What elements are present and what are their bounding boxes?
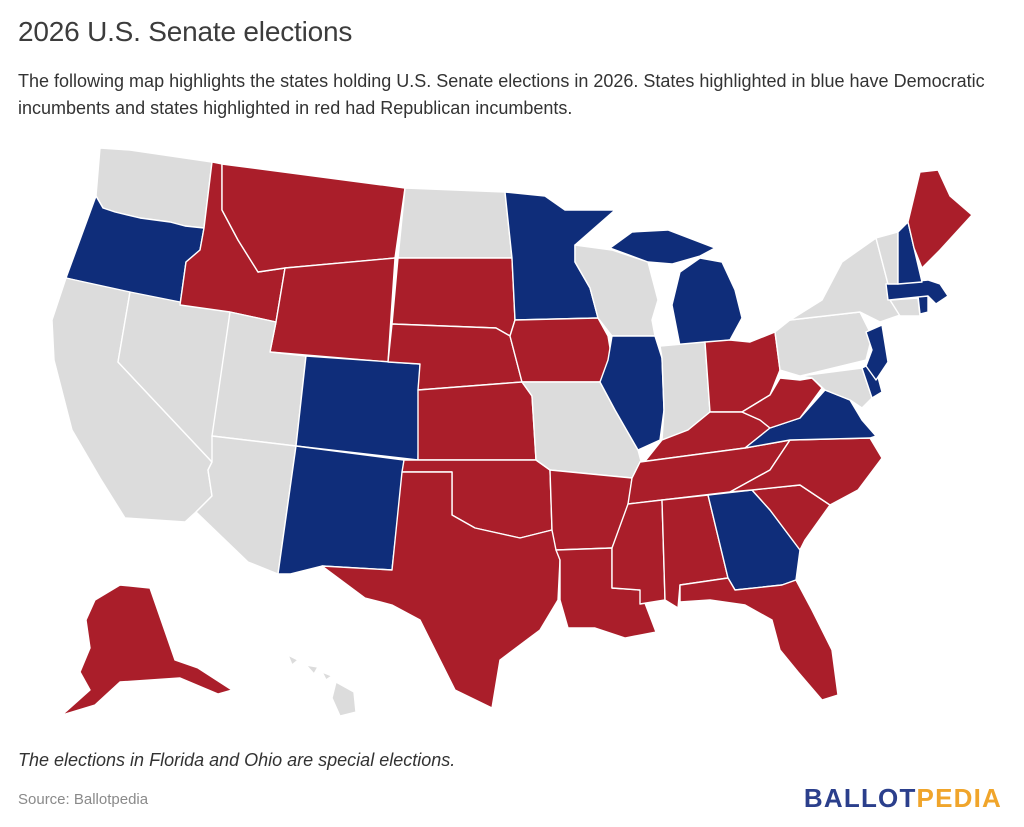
logo-pedia: PEDIA xyxy=(916,783,1002,813)
state-michigan[interactable] xyxy=(609,229,743,347)
state-north-carolina[interactable] xyxy=(729,437,883,506)
state-kansas[interactable] xyxy=(417,381,537,461)
state-new-hampshire[interactable] xyxy=(897,221,923,285)
source-text: Source: Ballotpedia xyxy=(18,791,149,808)
state-montana[interactable] xyxy=(221,163,406,273)
state-new-mexico[interactable] xyxy=(277,445,405,575)
state-alaska[interactable] xyxy=(61,584,233,716)
state-illinois[interactable] xyxy=(599,335,665,451)
state-colorado[interactable] xyxy=(295,355,421,461)
state-texas[interactable] xyxy=(321,471,561,709)
special-elections-note: The elections in Florida and Ohio are sp… xyxy=(18,750,456,770)
ballotpedia-logo[interactable]: BALLOTPEDIA xyxy=(804,783,1002,814)
state-florida[interactable] xyxy=(679,577,839,701)
state-north-dakota[interactable] xyxy=(397,187,513,259)
us-senate-map xyxy=(0,130,1024,730)
state-iowa[interactable] xyxy=(509,317,613,383)
state-hawaii[interactable] xyxy=(287,654,357,717)
map-title: 2026 U.S. Senate elections xyxy=(18,16,353,47)
state-massachusetts[interactable] xyxy=(885,279,949,305)
state-pennsylvania[interactable] xyxy=(774,311,873,377)
state-maine[interactable] xyxy=(907,169,973,269)
map-subtitle: The following map highlights the states … xyxy=(18,71,985,118)
state-new-jersey[interactable] xyxy=(865,324,889,381)
state-rhode-island[interactable] xyxy=(917,295,929,315)
state-wyoming[interactable] xyxy=(269,257,396,363)
state-connecticut[interactable] xyxy=(889,297,921,317)
logo-ballot: BALLOT xyxy=(803,783,917,813)
